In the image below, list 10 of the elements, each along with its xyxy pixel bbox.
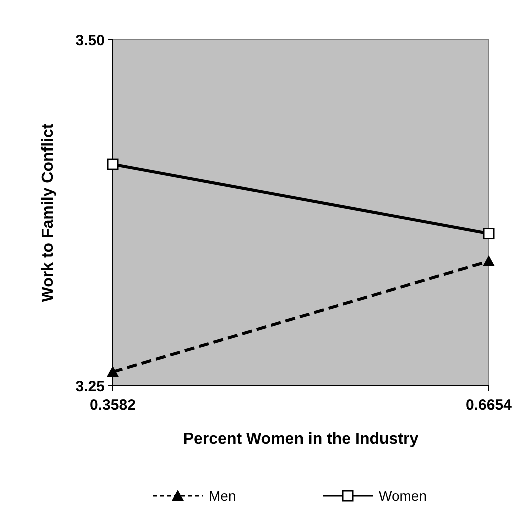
legend-label: Men bbox=[209, 488, 236, 504]
x-axis-title: Percent Women in the Industry bbox=[183, 431, 419, 448]
x-tick-label: 0.3582 bbox=[90, 397, 136, 414]
y-axis-title: Work to Family Conflict bbox=[40, 123, 57, 302]
y-tick-label: 3.50 bbox=[76, 32, 105, 50]
y-tick-label: 3.25 bbox=[76, 378, 105, 396]
point bbox=[483, 228, 495, 240]
legend-label: Women bbox=[379, 488, 427, 504]
x-tick-label: 0.6654 bbox=[466, 397, 513, 414]
point bbox=[107, 158, 119, 170]
